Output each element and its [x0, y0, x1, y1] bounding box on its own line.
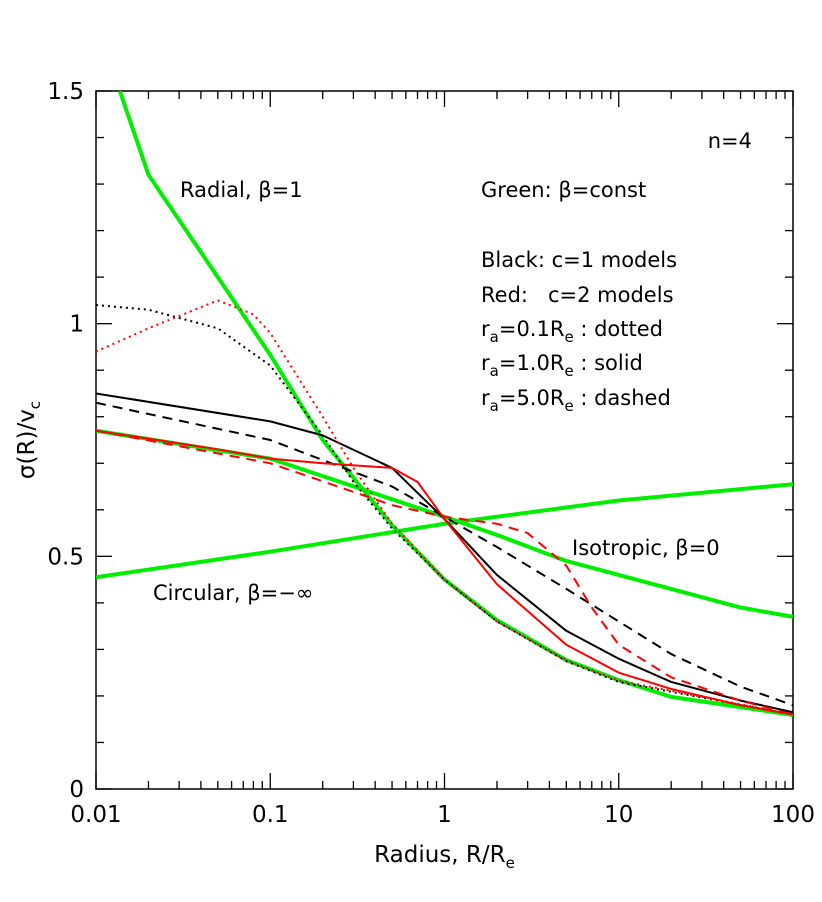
annotation-part: : solid [574, 351, 643, 375]
annotation-part: e [564, 397, 573, 415]
annotation: ra=0.1Re : dotted [481, 317, 663, 346]
y-tick-label: 0 [69, 777, 84, 803]
annotation-part: a [490, 362, 499, 380]
annotation-part: =0.1R [499, 317, 565, 341]
annotation-part: n=4 [708, 129, 752, 153]
y-tick-label: 0.5 [47, 544, 84, 570]
annotation: ra=1.0Re : solid [481, 351, 643, 380]
curve [96, 299, 793, 716]
annotation-part: r [481, 351, 490, 375]
y-axis-label-part: σ(R)/v [14, 409, 40, 479]
annotation: ra=5.0Re : dashed [481, 386, 671, 415]
annotation-part: : dashed [574, 386, 671, 410]
y-tick-label: 1.5 [47, 79, 84, 105]
annotation-part: =5.0R [499, 386, 565, 410]
annotation-part: r [481, 386, 490, 410]
annotation-part: Red: c=2 models [481, 283, 674, 307]
annotation-part: Black: c=1 models [481, 248, 677, 272]
y-tick-label: 1 [69, 312, 84, 338]
curve [96, 482, 793, 580]
curve [96, 392, 793, 714]
x-axis-label-part: e [506, 854, 515, 872]
x-tick-label: 0.01 [70, 802, 121, 828]
annotation: Black: c=1 models [481, 248, 677, 272]
x-tick-label: 10 [604, 802, 633, 828]
y-axis-label-part: c [26, 401, 44, 409]
x-axis-label: Radius, R/Re [374, 842, 515, 872]
curve [96, 428, 793, 619]
annotation-part: a [490, 397, 499, 415]
annotation-part: =1.0R [499, 351, 565, 375]
annotation-part: a [490, 328, 499, 346]
annotation: Red: c=2 models [481, 283, 674, 307]
annotation-part: : dotted [574, 317, 663, 341]
annotation: Green: β=const [481, 178, 646, 202]
annotation: Isotropic, β=0 [572, 536, 720, 560]
annotation-part: e [564, 328, 573, 346]
annotation-part: Circular, β=−∞ [153, 581, 313, 605]
annotation-part: Isotropic, β=0 [572, 536, 720, 560]
annotation-part: Green: β=const [481, 178, 646, 202]
x-tick-label: 1 [437, 802, 452, 828]
annotation: Radial, β=1 [180, 178, 303, 202]
annotation-part: Radial, β=1 [180, 178, 303, 202]
x-tick-label: 0.1 [252, 802, 289, 828]
x-axis-label-part: Radius, R/R [374, 842, 505, 868]
x-tick-label: 100 [771, 802, 815, 828]
curve [96, 429, 793, 716]
annotation: n=4 [708, 129, 752, 153]
y-axis-label: σ(R)/vc [14, 401, 44, 479]
curves [96, 91, 793, 717]
curve [96, 304, 793, 716]
annotation-part: r [481, 317, 490, 341]
annotation: Circular, β=−∞ [153, 581, 313, 605]
curve [96, 429, 793, 716]
annotation-part: e [564, 362, 573, 380]
